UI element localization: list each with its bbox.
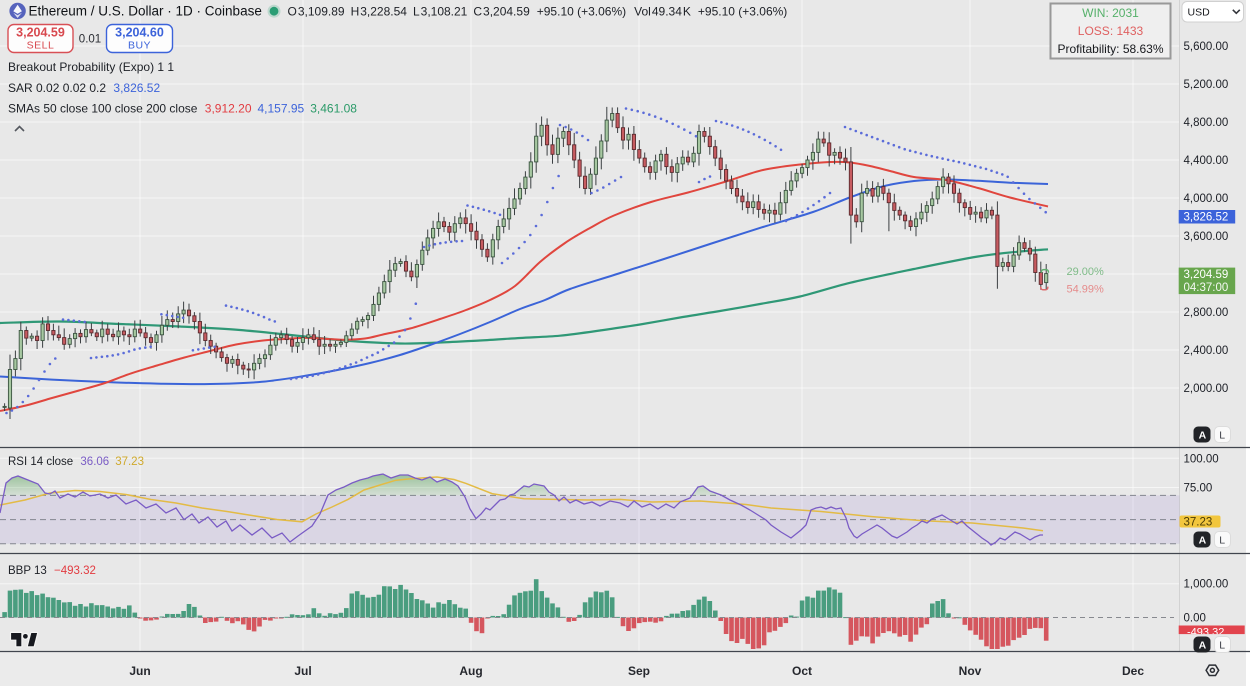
svg-text:0.00: 0.00	[1184, 613, 1206, 625]
svg-text:A: A	[1199, 429, 1207, 441]
svg-text:Jul: Jul	[294, 664, 311, 678]
svg-text:Dec: Dec	[1122, 664, 1144, 678]
svg-text:2,800.00: 2,800.00	[1184, 307, 1229, 319]
svg-text:SAR 0.02 0.02 0.2 3,826.52: SAR 0.02 0.02 0.2 3,826.52	[8, 81, 160, 95]
svg-text:Aug: Aug	[459, 664, 482, 678]
svg-text:A: A	[1199, 534, 1207, 546]
svg-text:3,826.52: 3,826.52	[1184, 212, 1229, 224]
svg-text:Oct: Oct	[792, 664, 812, 678]
svg-text:SMAs 50 close 100 close 200 cl: SMAs 50 close 100 close 200 close 3,912.…	[8, 102, 357, 116]
svg-text:2,400.00: 2,400.00	[1184, 345, 1229, 357]
svg-text:37.23: 37.23	[1184, 516, 1213, 528]
svg-text:Ethereum / U.S. Dollar · 1D ·: Ethereum / U.S. Dollar · 1D · Coinbase	[29, 4, 262, 19]
svg-text:4,000.00: 4,000.00	[1184, 193, 1229, 205]
svg-text:3,204.60: 3,204.60	[115, 26, 164, 40]
svg-text:3,600.00: 3,600.00	[1184, 231, 1229, 243]
svg-text:4,800.00: 4,800.00	[1184, 117, 1229, 129]
svg-text:100.00: 100.00	[1184, 453, 1219, 465]
svg-text:Sep: Sep	[628, 664, 650, 678]
svg-text:04:37:00: 04:37:00	[1184, 282, 1229, 294]
svg-text:54.99%: 54.99%	[1067, 283, 1105, 295]
svg-text:75.00: 75.00	[1184, 483, 1213, 495]
svg-text:A: A	[1199, 639, 1207, 651]
svg-text:4,400.00: 4,400.00	[1184, 155, 1229, 167]
svg-text:1,000.00: 1,000.00	[1184, 579, 1229, 591]
svg-text:L: L	[1219, 534, 1225, 546]
svg-text:5,200.00: 5,200.00	[1184, 79, 1229, 91]
svg-text:WIN: 2031: WIN: 2031	[1082, 6, 1139, 20]
svg-text:Profitability: 58.63%: Profitability: 58.63%	[1057, 42, 1163, 56]
svg-text:Nov: Nov	[959, 664, 982, 678]
svg-text:-493.32: -493.32	[1187, 627, 1224, 639]
svg-text:3,204.59: 3,204.59	[16, 26, 65, 40]
svg-text:L: L	[1219, 639, 1225, 651]
svg-text:Jun: Jun	[129, 664, 150, 678]
svg-text:BUY: BUY	[128, 40, 151, 52]
svg-text:3,204.59: 3,204.59	[1184, 269, 1229, 281]
svg-text:Breakout Probability (Expo) 1: Breakout Probability (Expo) 1 1	[8, 60, 174, 74]
svg-text:USD: USD	[1188, 7, 1211, 19]
svg-text:SELL: SELL	[27, 40, 55, 52]
svg-text:0.01: 0.01	[79, 34, 101, 46]
svg-text:5,600.00: 5,600.00	[1184, 41, 1229, 53]
svg-text:29.00%: 29.00%	[1067, 266, 1105, 278]
svg-text:LOSS: 1433: LOSS: 1433	[1078, 24, 1144, 38]
svg-text:L: L	[1219, 429, 1225, 441]
svg-text:2,000.00: 2,000.00	[1184, 383, 1229, 395]
